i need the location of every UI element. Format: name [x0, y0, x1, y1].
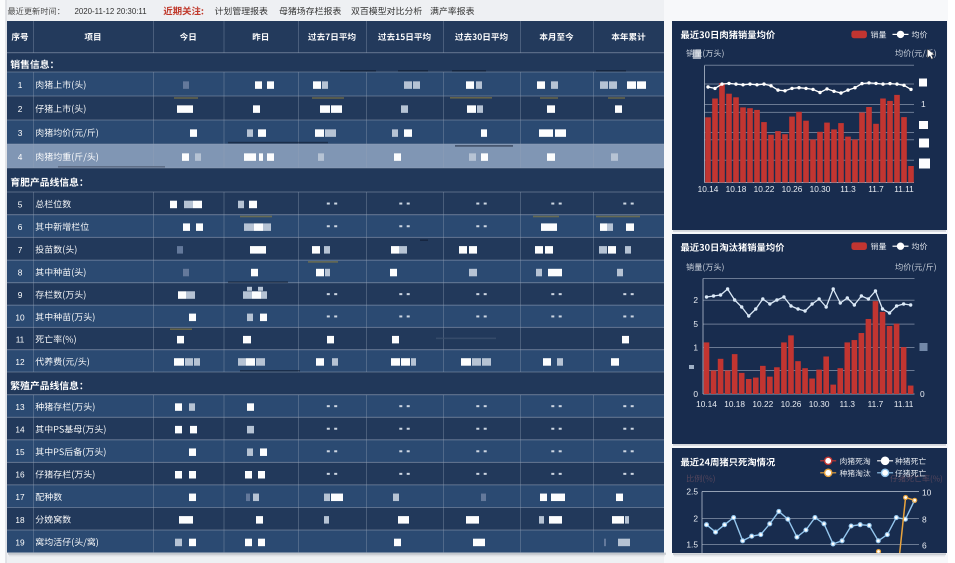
svg-text:1.5: 1.5 — [686, 540, 698, 550]
svg-text:10.18: 10.18 — [724, 399, 745, 409]
svg-text:10.30: 10.30 — [810, 184, 831, 194]
svg-text:10.26: 10.26 — [781, 399, 802, 409]
svg-text:10.18: 10.18 — [726, 184, 747, 194]
svg-text:9: 9 — [18, 290, 23, 300]
svg-text:13: 13 — [15, 402, 25, 412]
svg-text:10.22: 10.22 — [752, 399, 773, 409]
svg-text:2020-11-12 20:30:11: 2020-11-12 20:30:11 — [75, 7, 147, 16]
svg-text:17: 17 — [15, 492, 25, 502]
svg-text:10: 10 — [922, 488, 932, 498]
svg-text:8: 8 — [922, 515, 927, 525]
svg-text:8: 8 — [18, 267, 23, 277]
svg-text:11.11: 11.11 — [894, 184, 914, 194]
svg-text:10.30: 10.30 — [809, 399, 830, 409]
svg-text:2.5: 2.5 — [686, 487, 698, 497]
svg-text:6: 6 — [922, 541, 927, 551]
svg-text:2: 2 — [693, 514, 698, 524]
svg-text:11.7: 11.7 — [868, 184, 884, 194]
svg-text:18: 18 — [15, 515, 25, 525]
svg-text:12: 12 — [15, 357, 25, 367]
svg-text:1: 1 — [921, 99, 926, 109]
svg-text:11: 11 — [16, 335, 25, 345]
svg-text:5: 5 — [693, 319, 698, 329]
svg-text:10.14: 10.14 — [698, 184, 719, 194]
svg-text:11.11: 11.11 — [894, 399, 914, 409]
svg-text:1: 1 — [693, 343, 698, 353]
svg-text:2: 2 — [693, 295, 698, 305]
svg-text:11.7: 11.7 — [868, 399, 884, 409]
svg-text:0: 0 — [693, 389, 698, 399]
svg-text:16: 16 — [15, 470, 25, 480]
svg-text:10.14: 10.14 — [696, 399, 717, 409]
svg-text:6: 6 — [18, 222, 23, 232]
svg-text:4: 4 — [18, 152, 23, 162]
svg-text:10.26: 10.26 — [782, 184, 803, 194]
svg-text:10: 10 — [15, 312, 25, 322]
svg-text:14: 14 — [15, 425, 25, 435]
svg-text:1: 1 — [18, 80, 23, 90]
svg-text:2: 2 — [18, 104, 23, 114]
svg-text:3: 3 — [18, 128, 23, 138]
svg-text:0: 0 — [920, 389, 925, 399]
svg-text:15: 15 — [15, 447, 25, 457]
svg-text:11.3: 11.3 — [840, 184, 856, 194]
svg-text:7: 7 — [18, 245, 23, 255]
svg-text:10.22: 10.22 — [754, 184, 775, 194]
svg-text:11.3: 11.3 — [840, 399, 856, 409]
svg-text:5: 5 — [18, 199, 23, 209]
svg-text:19: 19 — [15, 537, 25, 547]
